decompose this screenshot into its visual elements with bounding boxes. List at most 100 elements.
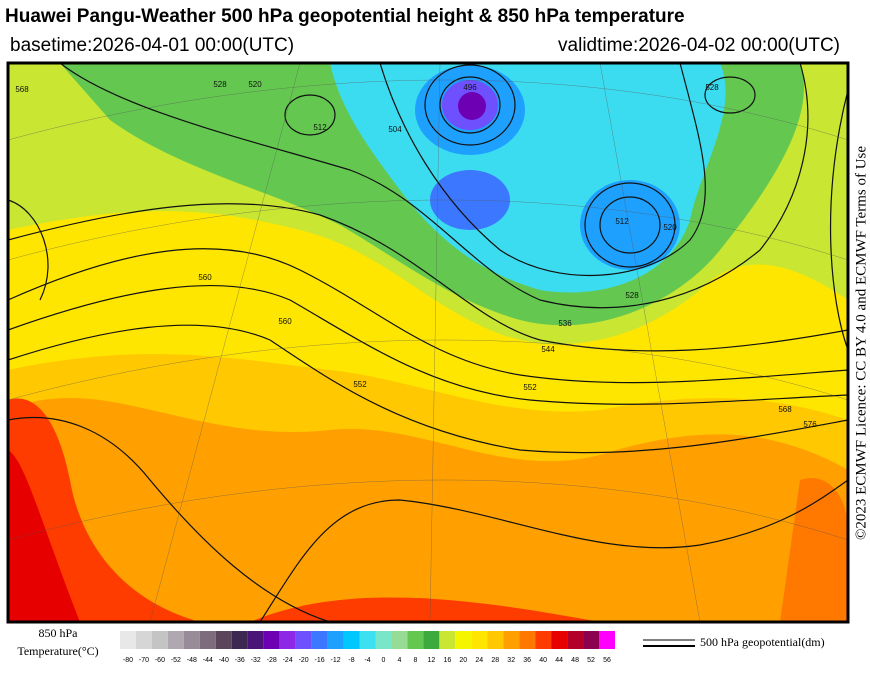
contour-line — [584, 182, 676, 268]
colorbar-swatch — [359, 631, 376, 649]
contour-line — [284, 94, 336, 136]
colorbar-swatch — [327, 631, 344, 649]
colorbar-swatch — [599, 631, 615, 649]
colorbar-label: 12 — [427, 657, 435, 664]
contour-label: 536 — [558, 319, 572, 328]
colorbar-label: -8 — [348, 657, 354, 664]
contour-line — [59, 63, 809, 309]
colorbar-label: -16 — [315, 657, 325, 664]
colorbar-swatch — [391, 631, 408, 649]
contour-label: 568 — [778, 405, 792, 414]
contour-line — [8, 284, 848, 405]
contour-label: 520 — [248, 80, 262, 89]
colorbar-label: -20 — [299, 657, 309, 664]
contour-label: 528 — [625, 291, 639, 300]
field-orange — [780, 478, 848, 622]
field-blue — [580, 180, 680, 270]
basetime: basetime:2026-04-01 00:00(UTC) — [10, 35, 294, 56]
colorbar-swatch — [120, 631, 136, 649]
graticule-line — [149, 63, 301, 622]
colorbar-swatch — [295, 631, 312, 649]
colorbar-label: -36 — [235, 657, 245, 664]
colorbar: -80 -70 -60 -52 -48 -44 -40 -36 -32 -28 -24 -20 -16-… — [120, 631, 615, 664]
contour-label: 544 — [541, 345, 555, 354]
colorbar-swatch — [135, 631, 152, 649]
contours — [8, 63, 848, 622]
colorbar-label: 8 — [413, 657, 417, 664]
colorbar-label: 44 — [555, 657, 563, 664]
contour-labels: 568 528 520 512 504 496 512 520 528 552 544 536 560 5… — [15, 80, 817, 429]
colorbar-label: -28 — [267, 657, 277, 664]
contour-label: 504 — [388, 125, 402, 134]
colorbar-swatch — [279, 631, 296, 649]
colorbar-swatch — [183, 631, 200, 649]
contour-label: 576 — [803, 420, 817, 429]
colorbar-swatch — [407, 631, 424, 649]
field-darkred — [8, 450, 80, 622]
contour-label: 528 — [705, 83, 719, 92]
colorbar-label: 48 — [571, 657, 579, 664]
colorbar-swatch — [583, 631, 600, 649]
contour-line — [424, 64, 516, 146]
colorbar-swatch — [199, 631, 216, 649]
colorbar-swatch — [311, 631, 328, 649]
colorbar-label: -24 — [283, 657, 293, 664]
colorbar-label: -12 — [331, 657, 341, 664]
colorbar-label: 36 — [523, 657, 531, 664]
contour-label: 496 — [463, 83, 477, 92]
validtime: validtime:2026-04-02 00:00(UTC) — [558, 35, 840, 56]
contour-line — [8, 416, 331, 622]
contour-label: 512 — [313, 123, 327, 132]
colorbar-swatch — [151, 631, 168, 649]
colorbar-swatch — [247, 631, 264, 649]
graticule-line — [429, 63, 441, 622]
contour-line — [704, 76, 756, 114]
colorbar-label: 20 — [459, 657, 467, 664]
colorbar-label: 32 — [507, 657, 515, 664]
colorbar-swatch — [503, 631, 520, 649]
contour-line — [8, 203, 848, 352]
contour-line — [439, 76, 501, 134]
colorbar-swatch — [551, 631, 568, 649]
contour-line — [259, 479, 848, 622]
colorbar-label: -40 — [219, 657, 229, 664]
colorbar-swatch — [455, 631, 472, 649]
contour-label: 552 — [523, 383, 537, 392]
map-frame — [6, 61, 850, 624]
contour-line — [379, 63, 706, 276]
contour-label: 560 — [198, 273, 212, 282]
colorbar-label: 28 — [491, 657, 499, 664]
contour-label: 512 — [615, 217, 629, 226]
graticule-line — [8, 339, 848, 401]
legend-title: Temperature(°C) — [17, 644, 98, 658]
contour-label: 568 — [15, 85, 29, 94]
colorbar-label: -70 — [139, 657, 149, 664]
colorbar-swatch — [231, 631, 248, 649]
colorbar-swatch — [519, 631, 536, 649]
contour-line — [8, 199, 49, 301]
contour-line — [8, 324, 848, 454]
title: Huawei Pangu-Weather 500 hPa geopotentia… — [5, 6, 685, 27]
colorbar-label: 24 — [475, 657, 483, 664]
contour-line — [599, 196, 661, 254]
colorbar-label: -4 — [364, 657, 370, 664]
colorbar-swatch — [439, 631, 456, 649]
colorbar-swatch — [535, 631, 552, 649]
colorbar-label: 40 — [539, 657, 547, 664]
graticule-line — [8, 479, 848, 541]
colorbar-label: 16 — [443, 657, 451, 664]
colorbar-label: -52 — [171, 657, 181, 664]
colorbar-label: -32 — [251, 657, 261, 664]
contour-line — [8, 248, 848, 384]
contour-legend-label: 500 hPa geopotential(dm) — [700, 635, 825, 649]
colorbar-swatch — [263, 631, 280, 649]
contour-label: 528 — [213, 80, 227, 89]
colorbar-swatch — [215, 631, 232, 649]
colorbar-swatch — [423, 631, 440, 649]
colorbar-label: -60 — [155, 657, 165, 664]
contour-label: 560 — [278, 317, 292, 326]
graticule-line — [8, 199, 848, 261]
colorbar-label: 56 — [603, 657, 611, 664]
colorbar-label: -44 — [203, 657, 213, 664]
